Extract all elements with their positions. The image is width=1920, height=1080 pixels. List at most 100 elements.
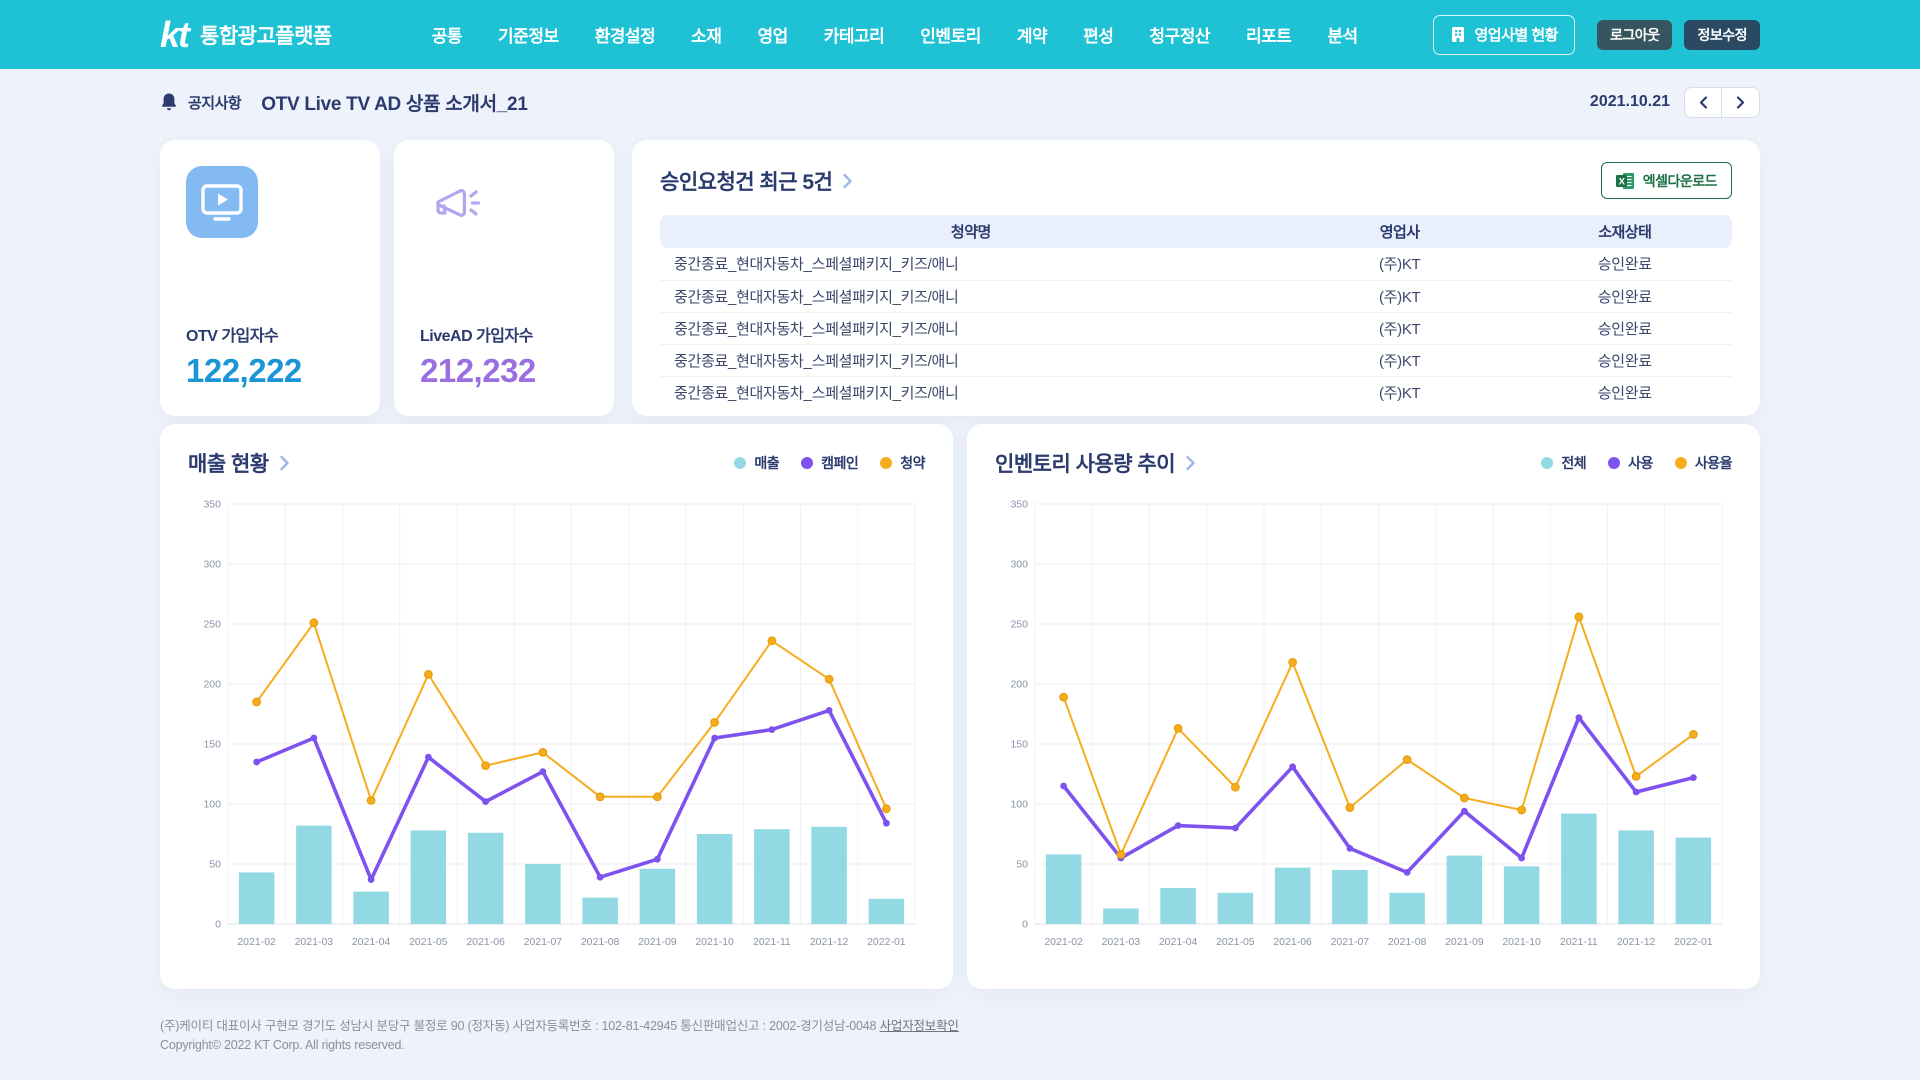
- notice-left: 공지사항 OTV Live TV AD 상품 소개서_21: [160, 89, 528, 116]
- legend-item[interactable]: 매출: [734, 453, 780, 473]
- legend-dot: [801, 457, 814, 469]
- legend-label: 청약: [900, 455, 925, 471]
- svg-text:2021-05: 2021-05: [409, 936, 448, 948]
- line-series: [1059, 612, 1698, 859]
- svg-text:2021-04: 2021-04: [352, 936, 391, 948]
- nav-item[interactable]: 기준정보: [498, 27, 559, 46]
- logout-button[interactable]: 로그아웃: [1596, 19, 1673, 50]
- svg-text:0: 0: [215, 919, 221, 931]
- sales-chart-title-row: 매출 현황 매출 캠페인 청약: [188, 448, 925, 478]
- table-row[interactable]: 중간종료_현대자동차_스페셜패키지_키즈/애니 (주)KT 승인완료: [660, 312, 1732, 344]
- notice-right: 2021.10.21: [1589, 86, 1760, 118]
- company-info: (주)케이티 대표이사 구현모 경기도 성남시 분당구 불정로 90 (정자동)…: [160, 1019, 877, 1033]
- inventory-chart-legend: 전체 사용 사용율: [1541, 453, 1733, 473]
- notice-prev-button[interactable]: [1685, 87, 1722, 117]
- svg-text:150: 150: [203, 739, 221, 751]
- sales-chart: 0 50 100 150 200 250 300 350 2021-02 2021-03 2021-…: [188, 492, 925, 959]
- business-info-link[interactable]: 사업자정보확인: [879, 1019, 959, 1033]
- bar-series: [1045, 813, 1712, 924]
- status-cell: 승인완료: [1597, 320, 1652, 338]
- svg-text:2021-03: 2021-03: [295, 936, 334, 948]
- agency-cell: (주)KT: [1378, 288, 1421, 306]
- table-row[interactable]: 중간종료_현대자동차_스페셜패키지_키즈/애니 (주)KT 승인완료: [660, 280, 1732, 312]
- svg-text:100: 100: [1010, 799, 1028, 811]
- sales-status-button[interactable]: 영업사별 현황: [1433, 14, 1575, 55]
- svg-text:2021-07: 2021-07: [1331, 936, 1370, 948]
- svg-text:2021-06: 2021-06: [1273, 936, 1312, 948]
- sales-chart-title: 매출 현황: [188, 453, 269, 476]
- svg-text:2021-10: 2021-10: [1502, 936, 1541, 948]
- svg-text:2021-10: 2021-10: [695, 936, 734, 948]
- inventory-chart-more-button[interactable]: [1185, 455, 1196, 471]
- legend-item[interactable]: 청약: [880, 453, 925, 473]
- chevron-right-icon: [1736, 95, 1745, 109]
- approval-requests-panel: 승인요청건 최근 5건 X 엑셀다운로드: [632, 140, 1760, 416]
- sales-chart-more-button[interactable]: [279, 455, 290, 471]
- svg-text:50: 50: [1016, 859, 1028, 871]
- legend-item[interactable]: 사용율: [1674, 453, 1733, 473]
- svg-text:2021-11: 2021-11: [753, 936, 791, 948]
- nav-item[interactable]: 리포트: [1245, 27, 1292, 46]
- main-nav: 공통 기준정보 환경설정 소재 영업 카테고리 인벤토리 계약 편성 청구정산 리포트 분석: [432, 22, 1358, 47]
- nav-item[interactable]: 영업: [757, 27, 788, 46]
- livead-subscribers-value: 212,232: [420, 352, 536, 389]
- svg-text:X: X: [1618, 176, 1625, 187]
- line-series: [252, 618, 891, 814]
- subscription-name-cell: 중간종료_현대자동차_스페셜패키지_키즈/애니: [674, 352, 959, 370]
- kt-logo[interactable]: kt 통합광고플랫폼: [160, 13, 332, 55]
- column-header-status: 소재상태: [1517, 215, 1732, 248]
- nav-item[interactable]: 편성: [1083, 27, 1114, 46]
- legend-label: 사용: [1628, 455, 1653, 471]
- nav-item[interactable]: 분석: [1327, 27, 1358, 46]
- svg-text:200: 200: [1010, 679, 1028, 691]
- otv-subscribers-card: OTV 가입자수 122,222: [160, 140, 380, 416]
- svg-text:2021-02: 2021-02: [1044, 936, 1083, 948]
- table-row[interactable]: 중간종료_현대자동차_스페셜패키지_키즈/애니 (주)KT 승인완료: [660, 248, 1732, 280]
- nav-item[interactable]: 인벤토리: [920, 27, 981, 46]
- approval-more-button[interactable]: [842, 173, 853, 189]
- nav-item[interactable]: 청구정산: [1149, 27, 1210, 46]
- legend-dot: [1541, 457, 1554, 469]
- header-actions: 영업사별 현황 로그아웃 정보수정: [1433, 14, 1760, 55]
- sales-chart-panel: 매출 현황 매출 캠페인 청약 0 50 100 150 200 250 300 350 2021-…: [160, 424, 953, 989]
- table-row[interactable]: 중간종료_현대자동차_스페셜패키지_키즈/애니 (주)KT 승인완료: [660, 376, 1732, 408]
- svg-text:2021-08: 2021-08: [581, 936, 620, 948]
- legend-dot: [1674, 457, 1687, 469]
- otv-subscribers-label: OTV 가입자수: [186, 328, 279, 345]
- notice-next-button[interactable]: [1722, 87, 1759, 117]
- notice-pager: [1684, 86, 1760, 118]
- livead-subscribers-label: LiveAD 가입자수: [420, 328, 533, 345]
- line-series: [253, 707, 890, 883]
- svg-text:50: 50: [209, 859, 221, 871]
- nav-item[interactable]: 소재: [691, 27, 722, 46]
- nav-item[interactable]: 공통: [431, 27, 463, 46]
- legend-item[interactable]: 전체: [1541, 453, 1587, 473]
- svg-text:2021-05: 2021-05: [1216, 936, 1255, 948]
- notice-label: 공지사항: [188, 94, 242, 112]
- notice-date: 2021.10.21: [1589, 93, 1670, 110]
- brand-title: 통합광고플랫폼: [200, 24, 332, 48]
- nav-item[interactable]: 환경설정: [594, 27, 656, 46]
- svg-text:2021-02: 2021-02: [237, 936, 276, 948]
- notice-title[interactable]: OTV Live TV AD 상품 소개서_21: [261, 93, 528, 115]
- svg-text:2021-04: 2021-04: [1159, 936, 1198, 948]
- livead-subscribers-card: LiveAD 가입자수 212,232: [394, 140, 614, 416]
- charts-row: 매출 현황 매출 캠페인 청약 0 50 100 150 200 250 300 350 2021-…: [160, 424, 1760, 989]
- subscription-name-cell: 중간종료_현대자동차_스페셜패키지_키즈/애니: [674, 288, 959, 306]
- table-row[interactable]: 중간종료_현대자동차_스페셜패키지_키즈/애니 (주)KT 승인완료: [660, 344, 1732, 376]
- livead-megaphone-icon: [436, 189, 481, 217]
- nav-item[interactable]: 카테고리: [823, 27, 885, 46]
- chevron-right-icon: [1186, 455, 1195, 471]
- legend-item[interactable]: 캠페인: [801, 453, 859, 473]
- edit-info-button[interactable]: 정보수정: [1684, 19, 1760, 50]
- kt-logo-mark: kt: [160, 13, 190, 55]
- svg-text:2021-09: 2021-09: [638, 936, 677, 948]
- svg-text:300: 300: [1010, 559, 1028, 571]
- top-row: OTV 가입자수 122,222 LiveAD 가입자수 212,232 승인요…: [160, 140, 1760, 416]
- svg-text:2022-01: 2022-01: [1674, 936, 1713, 948]
- svg-text:200: 200: [203, 679, 221, 691]
- nav-item[interactable]: 계약: [1016, 27, 1048, 46]
- excel-download-button[interactable]: X 엑셀다운로드: [1600, 162, 1732, 199]
- legend-item[interactable]: 사용: [1608, 453, 1653, 473]
- inventory-chart-panel: 인벤토리 사용량 추이 전체 사용 사용율 0 50 100 150 200 250 300 35…: [967, 424, 1760, 989]
